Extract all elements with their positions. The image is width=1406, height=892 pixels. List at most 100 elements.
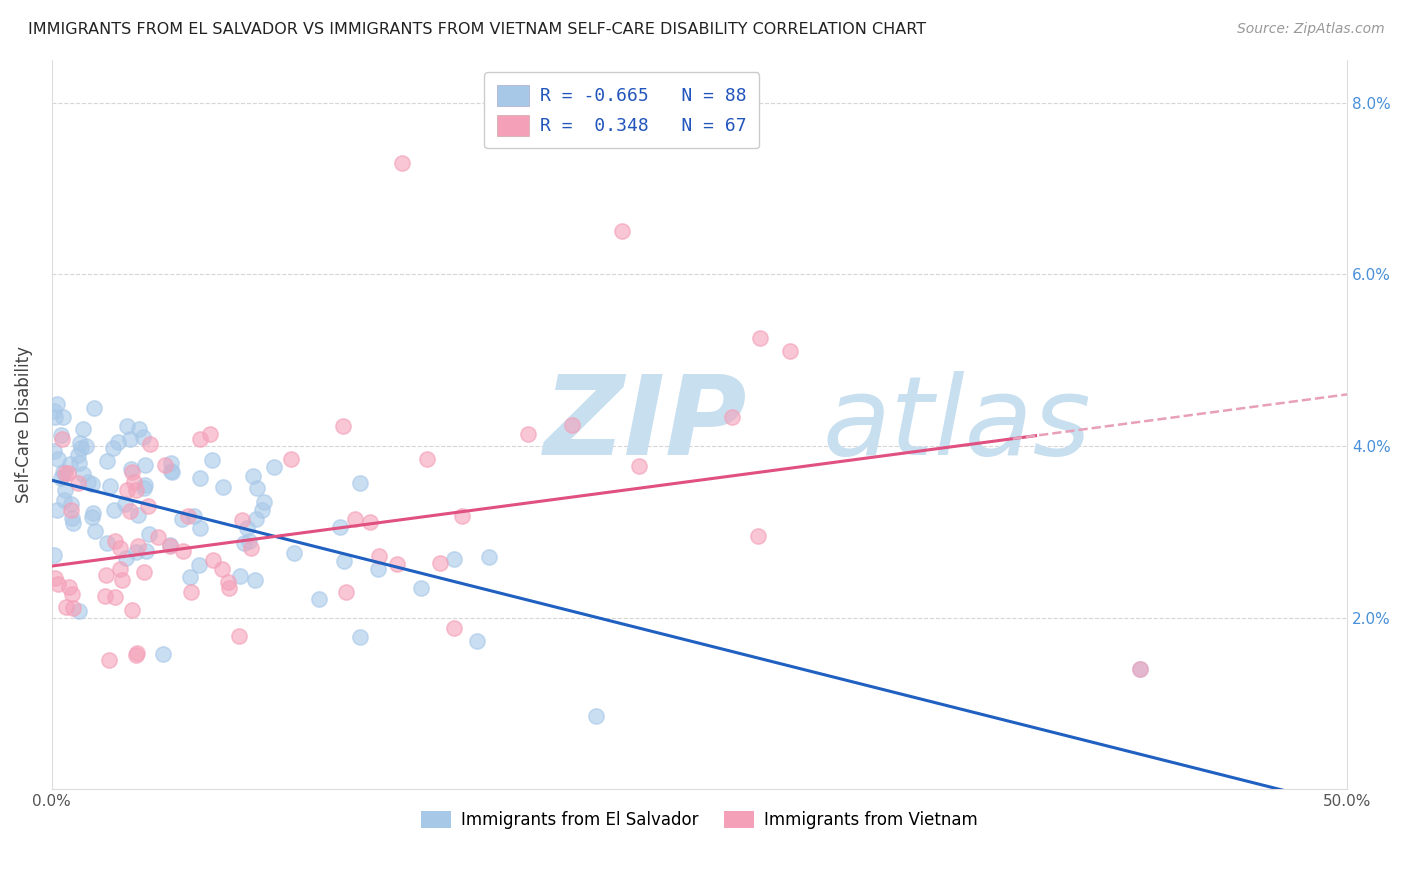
Point — [238, 533, 260, 548]
Point — [72, 422, 94, 436]
Point — [159, 537, 181, 551]
Point — [103, 441, 125, 455]
Point — [283, 546, 305, 560]
Point — [60, 511, 83, 525]
Point — [52, 465, 75, 479]
Point — [245, 512, 267, 526]
Point — [104, 533, 127, 548]
Point — [146, 530, 169, 544]
Point — [218, 581, 240, 595]
Point — [231, 512, 253, 526]
Point — [127, 539, 149, 553]
Point — [117, 418, 139, 433]
Point — [516, 427, 538, 442]
Point — [465, 633, 488, 648]
Point — [59, 503, 82, 517]
Point — [136, 499, 159, 513]
Point — [187, 558, 209, 573]
Point — [183, 509, 205, 524]
Point — [132, 565, 155, 579]
Point — [250, 502, 273, 516]
Point — [188, 471, 211, 485]
Point — [721, 409, 744, 424]
Point — [80, 510, 103, 524]
Point — [104, 590, 127, 604]
Point — [82, 507, 104, 521]
Point — [111, 573, 134, 587]
Point — [159, 539, 181, 553]
Point — [110, 562, 132, 576]
Point — [335, 584, 357, 599]
Point — [139, 437, 162, 451]
Point — [67, 456, 90, 470]
Point — [263, 459, 285, 474]
Point — [97, 653, 120, 667]
Point — [217, 575, 239, 590]
Point — [60, 587, 83, 601]
Point — [385, 557, 408, 571]
Point — [44, 443, 66, 458]
Point — [44, 548, 66, 562]
Point — [51, 432, 73, 446]
Point — [627, 459, 650, 474]
Point — [48, 577, 70, 591]
Point — [160, 463, 183, 477]
Point — [128, 422, 150, 436]
Point — [84, 524, 107, 538]
Point — [1129, 662, 1152, 676]
Point — [211, 562, 233, 576]
Point — [749, 331, 772, 345]
Point — [429, 556, 451, 570]
Point — [69, 604, 91, 618]
Point — [308, 591, 330, 606]
Point — [359, 515, 381, 529]
Point — [368, 549, 391, 563]
Point — [180, 585, 202, 599]
Point — [228, 629, 250, 643]
Point — [127, 508, 149, 523]
Point — [478, 549, 501, 564]
Point — [134, 458, 156, 472]
Point — [75, 440, 97, 454]
Point — [212, 480, 235, 494]
Point — [115, 483, 138, 497]
Point — [58, 580, 80, 594]
Point — [188, 432, 211, 446]
Point — [610, 224, 633, 238]
Point — [451, 508, 474, 523]
Point — [44, 403, 66, 417]
Point — [82, 477, 104, 491]
Point — [44, 409, 66, 424]
Point — [53, 483, 76, 497]
Point — [280, 451, 302, 466]
Point — [367, 561, 389, 575]
Point — [170, 512, 193, 526]
Point — [94, 589, 117, 603]
Point — [415, 452, 437, 467]
Point — [177, 509, 200, 524]
Point — [103, 502, 125, 516]
Point — [349, 630, 371, 644]
Point — [125, 483, 148, 498]
Text: IMMIGRANTS FROM EL SALVADOR VS IMMIGRANTS FROM VIETNAM SELF-CARE DISABILITY CORR: IMMIGRANTS FROM EL SALVADOR VS IMMIGRANT… — [28, 22, 927, 37]
Point — [779, 344, 801, 359]
Point — [94, 568, 117, 582]
Point — [229, 569, 252, 583]
Point — [124, 648, 146, 663]
Point — [201, 553, 224, 567]
Point — [125, 545, 148, 559]
Point — [332, 418, 354, 433]
Point — [120, 462, 142, 476]
Point — [585, 709, 607, 723]
Point — [53, 467, 76, 481]
Point — [561, 417, 583, 432]
Point — [344, 512, 367, 526]
Text: atlas: atlas — [823, 371, 1091, 478]
Point — [252, 495, 274, 509]
Point — [138, 526, 160, 541]
Point — [46, 503, 69, 517]
Point — [443, 552, 465, 566]
Point — [242, 469, 264, 483]
Point — [70, 441, 93, 455]
Point — [114, 497, 136, 511]
